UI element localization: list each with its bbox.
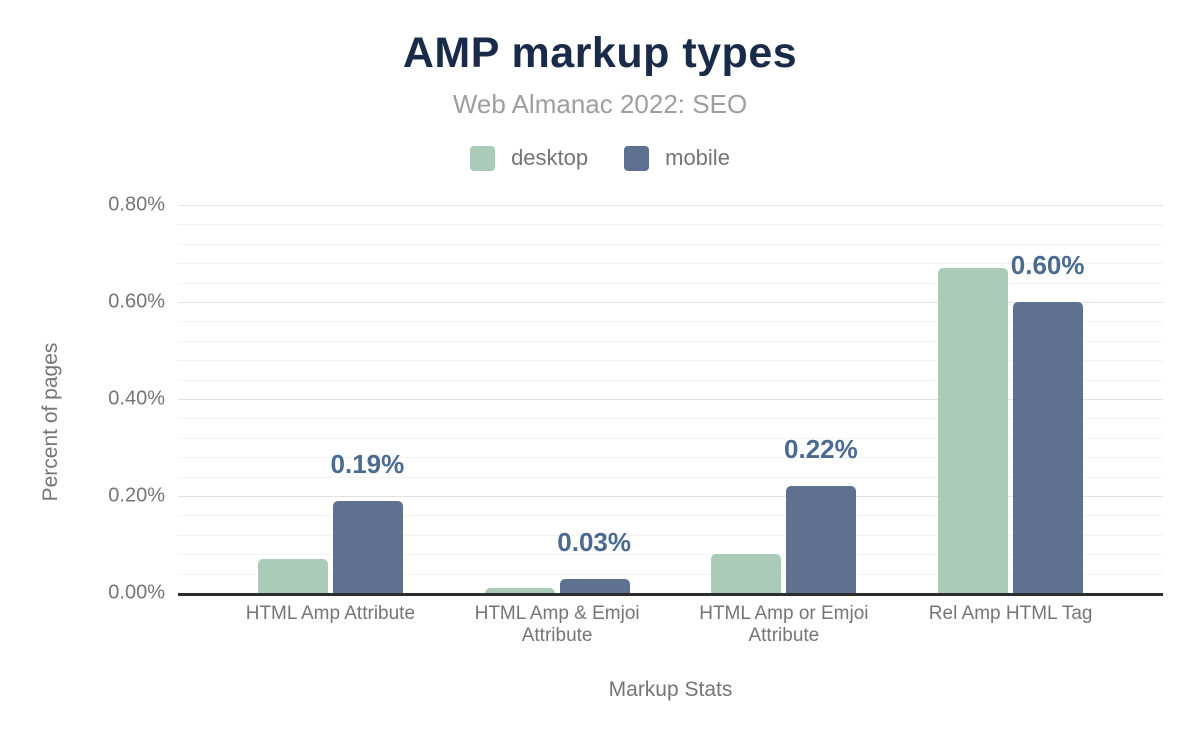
gridline-minor [178,573,1163,575]
bar-mobile-0 [332,500,403,593]
data-label: 0.03% [557,526,631,557]
data-label: 0.19% [330,448,405,479]
gridline-major [178,399,1163,400]
legend-label-desktop: desktop [511,145,589,170]
bar-group: 0.22% [671,205,898,593]
gridline-minor [178,418,1163,420]
bar-group: 0.19% [217,205,444,593]
x-tick-label: HTML Amp & Emjoi Attribute [444,603,671,648]
legend-item-mobile: mobile [624,145,730,171]
bar-group: 0.60% [897,205,1124,593]
gridline-minor [178,282,1163,284]
gridline-minor [178,321,1163,323]
gridline-minor [178,243,1163,245]
y-tick-label: 0.60% [108,290,165,313]
legend-label-mobile: mobile [665,145,730,170]
x-tick-text: HTML Amp or Emjoi Attribute [699,603,869,647]
plot-area: Markup Stats 0.19% HTML Amp Attribute 0.03… [178,205,1163,701]
gridline-minor [178,457,1163,459]
gridline-minor [178,515,1163,517]
gridline-minor [178,360,1163,362]
legend-item-desktop: desktop [470,145,588,171]
x-tick-label: HTML Amp Attribute [217,603,444,625]
bar-mobile-3 [1013,302,1084,593]
y-tick-label: 0.80% [108,193,165,216]
gridline-major [178,205,1163,206]
chart-subtitle: Web Almanac 2022: SEO [452,89,748,119]
gridline-minor [178,263,1163,265]
data-label: 0.60% [1010,250,1085,280]
y-ticks: 0.00% 0.20% 0.40% 0.60% 0.80% [0,194,165,604]
legend-swatch-mobile [624,145,650,171]
gridline-major [178,302,1163,303]
y-tick-label: 0.00% [108,581,165,604]
bar-desktop-1 [484,588,555,593]
legend: desktop mobile [0,145,1200,171]
gridline-minor [178,476,1163,478]
legend-swatch-desktop [470,145,496,171]
x-tick-label: Rel Amp HTML Tag [897,603,1124,625]
x-tick-text: Rel Amp HTML Tag [928,603,1093,624]
chart-area: Percent of pages 0.00% 0.20% 0.40% 0.60% 0.8… [0,194,1200,701]
gridline-minor [178,437,1163,439]
gridline-minor [178,379,1163,381]
x-tick-text: HTML Amp & Emjoi Attribute [474,603,640,647]
chart-title: AMP markup types [402,29,798,77]
gridline-minor [178,224,1163,226]
bar-desktop-3 [938,268,1009,593]
bar-desktop-2 [711,554,782,593]
gridline-minor [178,340,1163,342]
gridline-minor [178,554,1163,556]
x-axis-line [178,593,1163,596]
y-tick-label: 0.20% [108,484,165,507]
x-tick-label: HTML Amp or Emjoi Attribute [671,603,898,648]
x-axis-title: Markup Stats [608,678,733,701]
y-tick-label: 0.40% [108,387,165,410]
bar-desktop-0 [257,559,328,593]
gridline-major [178,496,1163,497]
gridline-minor [178,534,1163,536]
bar-mobile-1 [559,578,630,593]
bar-mobile-2 [786,486,857,593]
bar-group: 0.03% [444,205,671,593]
x-tick-text: HTML Amp Attribute [245,603,416,624]
data-label: 0.22% [784,434,858,465]
